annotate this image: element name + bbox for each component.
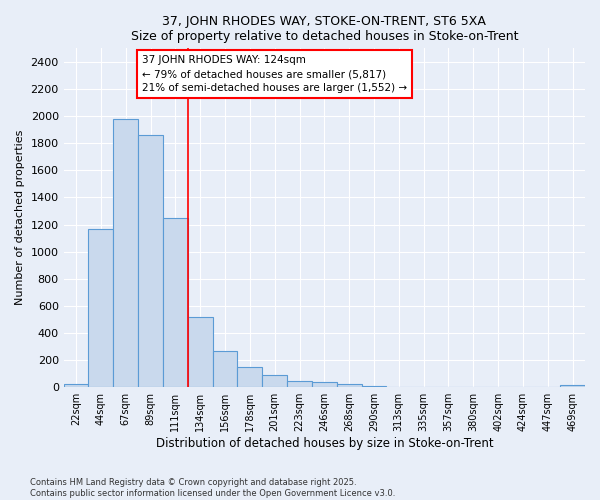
Bar [113,119,138,387]
Bar [188,316,212,387]
Bar [262,375,287,387]
Text: 37 JOHN RHODES WAY: 124sqm
← 79% of detached houses are smaller (5,817)
21% of s: 37 JOHN RHODES WAY: 124sqm ← 79% of deta… [142,55,407,93]
Bar [287,381,312,387]
Y-axis label: Number of detached properties: Number of detached properties [15,130,25,306]
X-axis label: Distribution of detached houses by size in Stoke-on-Trent: Distribution of detached houses by size … [155,437,493,450]
Bar [362,386,386,387]
Bar [337,384,362,387]
Bar [312,382,337,387]
Bar [212,350,238,387]
Bar [386,386,411,387]
Bar [138,135,163,387]
Bar [238,367,262,387]
Bar [560,385,585,387]
Title: 37, JOHN RHODES WAY, STOKE-ON-TRENT, ST6 5XA
Size of property relative to detach: 37, JOHN RHODES WAY, STOKE-ON-TRENT, ST6… [131,15,518,43]
Bar [64,384,88,387]
Text: Contains HM Land Registry data © Crown copyright and database right 2025.
Contai: Contains HM Land Registry data © Crown c… [30,478,395,498]
Bar [88,228,113,387]
Bar [163,218,188,387]
